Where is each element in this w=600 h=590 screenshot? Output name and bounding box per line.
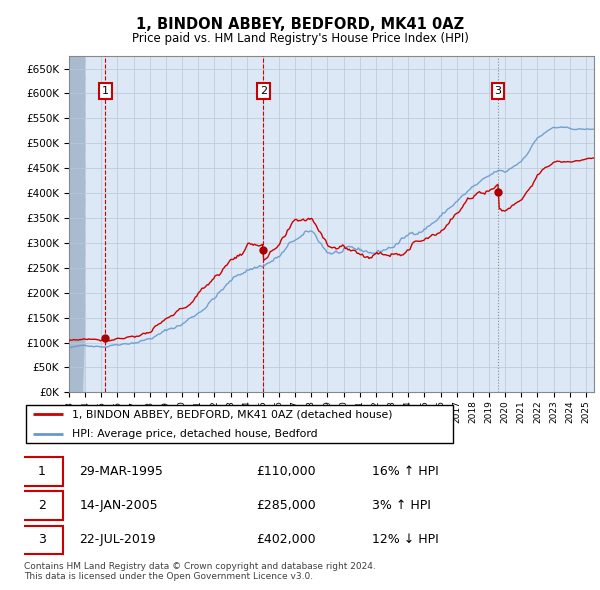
Text: 2: 2 (38, 499, 46, 513)
FancyBboxPatch shape (26, 405, 454, 443)
Text: 1, BINDON ABBEY, BEDFORD, MK41 0AZ (detached house): 1, BINDON ABBEY, BEDFORD, MK41 0AZ (deta… (71, 409, 392, 419)
Text: 1: 1 (102, 86, 109, 96)
Text: HPI: Average price, detached house, Bedford: HPI: Average price, detached house, Bedf… (71, 429, 317, 439)
Text: 1, BINDON ABBEY, BEDFORD, MK41 0AZ: 1, BINDON ABBEY, BEDFORD, MK41 0AZ (136, 17, 464, 31)
FancyBboxPatch shape (21, 457, 62, 486)
Text: £110,000: £110,000 (256, 466, 316, 478)
Text: 3: 3 (38, 533, 46, 546)
Text: 1: 1 (38, 466, 46, 478)
FancyBboxPatch shape (21, 491, 62, 520)
Text: 16% ↑ HPI: 16% ↑ HPI (372, 466, 439, 478)
Text: 29-MAR-1995: 29-MAR-1995 (79, 466, 163, 478)
Text: 12% ↓ HPI: 12% ↓ HPI (372, 533, 439, 546)
Text: 22-JUL-2019: 22-JUL-2019 (79, 533, 156, 546)
Text: 14-JAN-2005: 14-JAN-2005 (79, 499, 158, 513)
Text: 3% ↑ HPI: 3% ↑ HPI (372, 499, 431, 513)
Text: Price paid vs. HM Land Registry's House Price Index (HPI): Price paid vs. HM Land Registry's House … (131, 32, 469, 45)
Text: 3: 3 (494, 86, 502, 96)
FancyBboxPatch shape (21, 526, 62, 555)
Text: £285,000: £285,000 (256, 499, 316, 513)
Text: 2: 2 (260, 86, 267, 96)
Text: Contains HM Land Registry data © Crown copyright and database right 2024.
This d: Contains HM Land Registry data © Crown c… (24, 562, 376, 581)
Text: £402,000: £402,000 (256, 533, 316, 546)
